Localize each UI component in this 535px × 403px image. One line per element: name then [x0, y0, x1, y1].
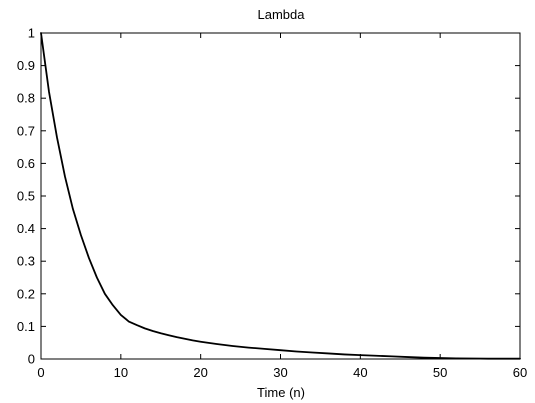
x-tick-label: 50	[433, 365, 447, 380]
chart-title: Lambda	[258, 7, 306, 22]
x-axis-label: Time (n)	[257, 385, 305, 400]
y-tick-label: 0.5	[17, 189, 35, 204]
x-tick-label: 10	[114, 365, 128, 380]
y-tick-label: 0.1	[17, 319, 35, 334]
y-tick-label: 0.2	[17, 286, 35, 301]
y-tick-label: 1	[28, 26, 35, 41]
x-tick-label: 0	[37, 365, 44, 380]
x-tick-label: 40	[353, 365, 367, 380]
x-tick-label: 60	[513, 365, 527, 380]
y-tick-label: 0.7	[17, 123, 35, 138]
x-tick-label: 30	[273, 365, 287, 380]
y-tick-label: 0	[28, 352, 35, 367]
y-tick-label: 0.3	[17, 254, 35, 269]
y-tick-label: 0.6	[17, 156, 35, 171]
lambda-series-line	[40, 32, 521, 360]
x-tick-label: 20	[193, 365, 207, 380]
y-tick-label: 0.9	[17, 58, 35, 73]
y-axis-ticks: 0 0.1 0.2 0.3 0.4 0.5 0.6 0.7 0.8 0.9 1	[17, 26, 520, 367]
x-axis-ticks: 0 10 20 30 40 50 60	[37, 33, 527, 380]
y-tick-label: 0.8	[17, 91, 35, 106]
y-tick-label: 0.4	[17, 221, 35, 236]
